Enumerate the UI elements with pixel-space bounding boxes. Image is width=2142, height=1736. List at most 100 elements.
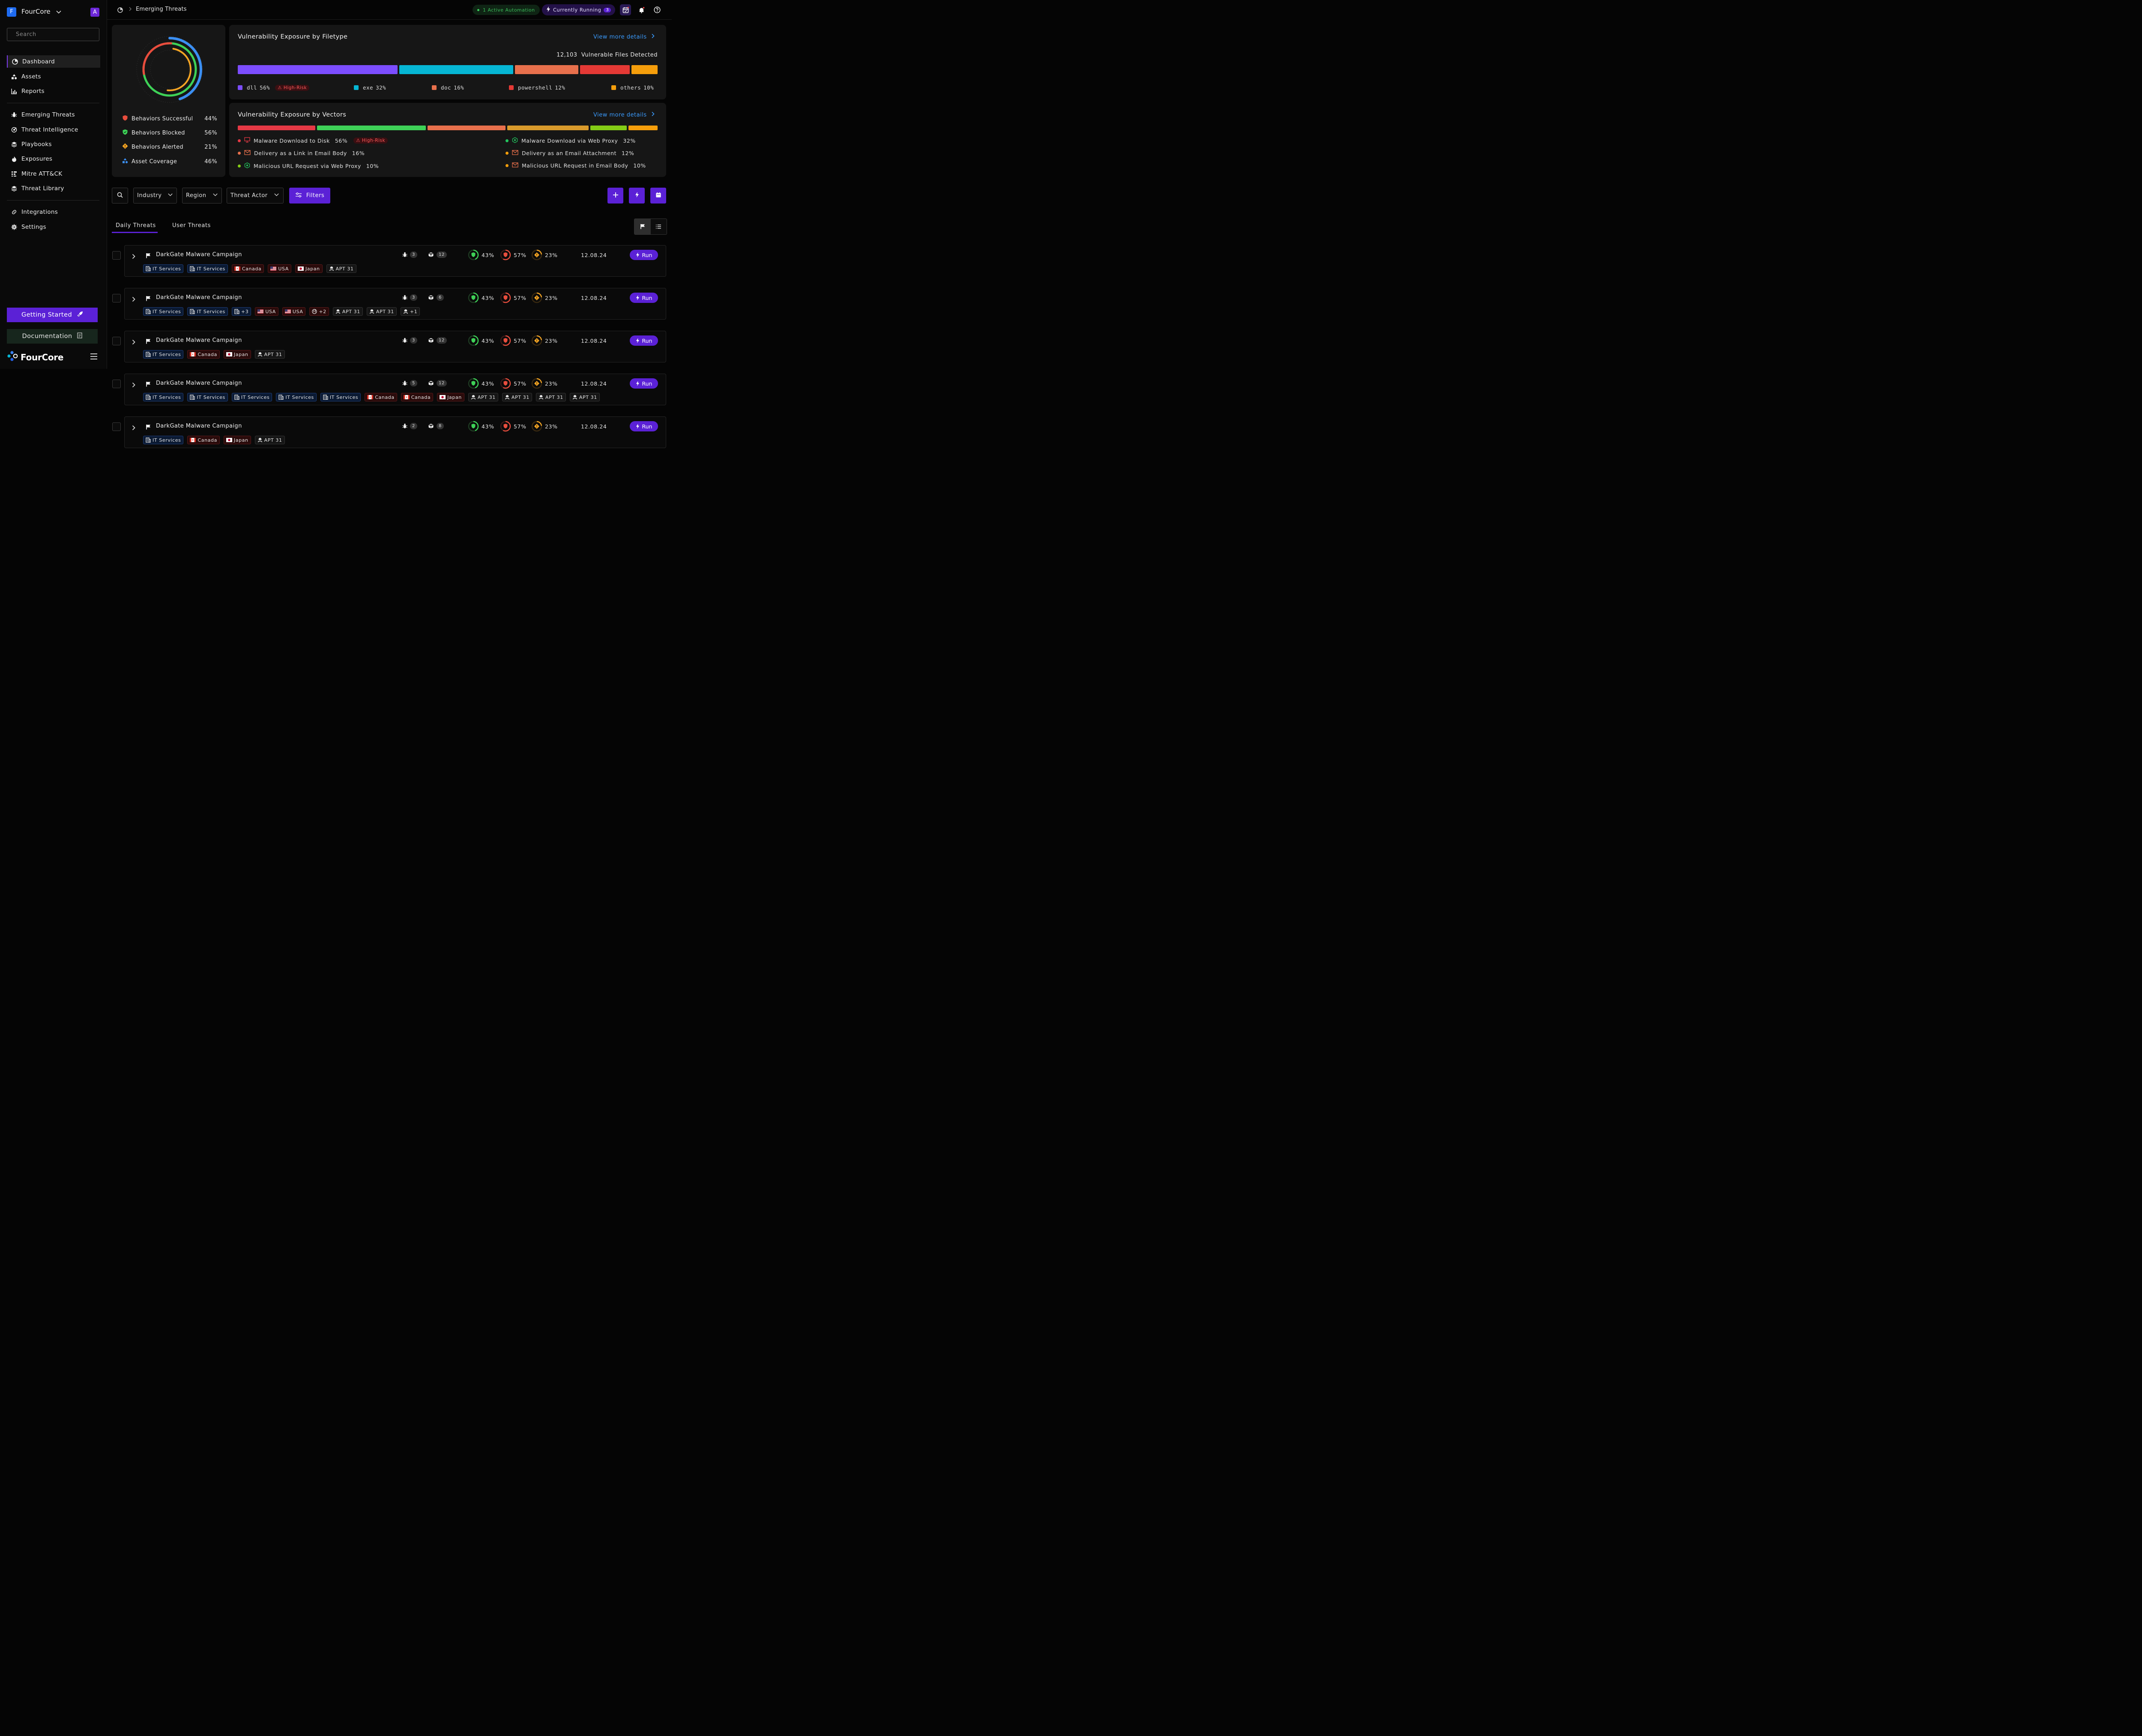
run-button[interactable]: Run	[630, 250, 658, 260]
chevron-down-icon[interactable]	[56, 9, 62, 17]
getting-started-button[interactable]: Getting Started	[7, 308, 98, 322]
industry-dropdown[interactable]: Industry	[133, 188, 177, 204]
vector-name: Malware Download to Disk	[254, 137, 330, 144]
search-field[interactable]	[7, 28, 99, 41]
row-checkbox[interactable]	[112, 251, 121, 260]
expand-chevron-icon[interactable]	[132, 424, 135, 432]
pie-chart-icon[interactable]	[117, 6, 123, 15]
sidebar-item-settings[interactable]: Settings	[7, 221, 99, 233]
tag-label: APT 31	[477, 394, 496, 400]
threat-row[interactable]: DarkGate Malware Campaign 5 12 43% 57% 23% 12.…	[124, 374, 666, 405]
threat-actor-tag[interactable]: APT 31	[536, 393, 566, 401]
region-tag[interactable]: USA	[268, 264, 291, 273]
search-button[interactable]	[112, 188, 128, 204]
expand-chevron-icon[interactable]	[132, 381, 135, 389]
workspace-name[interactable]: FourCore	[21, 8, 51, 15]
threat-row[interactable]: DarkGate Malware Campaign 3 6 43% 57% 23% 12.0…	[124, 288, 666, 320]
calendar-icon[interactable]	[620, 4, 631, 15]
industry-tag[interactable]: IT Services	[187, 307, 228, 316]
region-tag[interactable]: +2	[309, 307, 329, 316]
threat-row[interactable]: DarkGate Malware Campaign 3 12 43% 57% 23% 12.…	[124, 331, 666, 362]
industry-tag[interactable]: IT Services	[187, 393, 228, 401]
sidebar-item-threat-library[interactable]: Threat Library	[7, 182, 99, 195]
help-icon[interactable]	[652, 4, 663, 15]
region-tag[interactable]: Japan	[223, 436, 251, 444]
expand-chevron-icon[interactable]	[132, 296, 135, 304]
industry-tag[interactable]: IT Services	[143, 436, 184, 444]
threat-actor-tag[interactable]: APT 31	[569, 393, 600, 401]
vector-name: Malicious URL Request via Web Proxy	[254, 163, 361, 169]
run-automation-button[interactable]	[629, 188, 645, 204]
add-button[interactable]	[607, 188, 623, 204]
threat-actor-tag[interactable]: APT 31	[254, 436, 285, 444]
tab-daily-threats[interactable]: Daily Threats	[116, 222, 156, 229]
region-tag[interactable]: Japan	[437, 393, 464, 401]
row-checkbox[interactable]	[112, 422, 121, 431]
layers-icon	[7, 141, 21, 147]
threat-row[interactable]: DarkGate Malware Campaign 3 12 43% 57% 23% 12.…	[124, 245, 666, 277]
industry-tag[interactable]: IT Services	[231, 393, 272, 401]
industry-tag[interactable]: IT Services	[143, 350, 184, 359]
sidebar-item-emerging-threats[interactable]: Emerging Threats	[7, 108, 99, 121]
region-tag[interactable]: USA	[282, 307, 306, 316]
threat-actor-tag[interactable]: APT 31	[254, 350, 285, 359]
view-more-details-link[interactable]: View more details	[593, 33, 655, 40]
bell-icon[interactable]	[636, 4, 647, 15]
sidebar-item-integrations[interactable]: Integrations	[7, 206, 99, 218]
expand-chevron-icon[interactable]	[132, 253, 135, 261]
region-tag[interactable]: Canada	[231, 264, 264, 273]
threat-actor-tag[interactable]: APT 31	[332, 307, 363, 316]
threat-actor-tag[interactable]: APT 31	[468, 393, 498, 401]
run-button[interactable]: Run	[630, 293, 658, 303]
industry-tag[interactable]: IT Services	[187, 264, 228, 273]
expand-chevron-icon[interactable]	[132, 338, 135, 347]
tab-user-threats[interactable]: User Threats	[172, 222, 211, 229]
workspace-initial[interactable]: F	[7, 7, 16, 17]
region-tag[interactable]: Canada	[401, 393, 434, 401]
row-checkbox[interactable]	[112, 294, 121, 302]
menu-icon[interactable]	[90, 353, 98, 362]
filters-button[interactable]: Filters	[289, 188, 330, 204]
region-tag[interactable]: Canada	[187, 436, 220, 444]
sidebar-item-dashboard[interactable]: Dashboard	[7, 55, 100, 68]
user-avatar[interactable]: A	[90, 8, 99, 17]
threat-actor-tag[interactable]: +1	[400, 307, 420, 316]
sidebar-item-mitre-attack[interactable]: Mitre ATT&CK	[7, 168, 99, 180]
industry-tag[interactable]: +3	[231, 307, 251, 316]
sidebar-item-exposures[interactable]: Exposures	[7, 153, 99, 165]
industry-tag[interactable]: IT Services	[143, 393, 184, 401]
search-input[interactable]	[7, 28, 93, 41]
region-tag[interactable]: Japan	[223, 350, 251, 359]
industry-tag[interactable]: IT Services	[276, 393, 317, 401]
sidebar-item-playbooks[interactable]: Playbooks	[7, 138, 99, 150]
threat-row[interactable]: DarkGate Malware Campaign 2 8 43% 57% 23% 12.0…	[124, 416, 666, 448]
run-button[interactable]: Run	[630, 378, 658, 389]
threat-actor-dropdown[interactable]: Threat Actor	[227, 188, 284, 204]
documentation-button[interactable]: Documentation	[7, 329, 98, 344]
industry-tag[interactable]: IT Services	[143, 264, 184, 273]
list-view-button[interactable]	[651, 219, 667, 234]
region-tag[interactable]: USA	[255, 307, 278, 316]
sidebar-item-assets[interactable]: Assets	[7, 70, 99, 83]
run-button[interactable]: Run	[630, 421, 658, 431]
sidebar-item-reports[interactable]: Reports	[7, 85, 99, 97]
industry-tag[interactable]: IT Services	[320, 393, 361, 401]
row-checkbox[interactable]	[112, 337, 121, 345]
threat-actor-tag[interactable]: APT 31	[326, 264, 356, 273]
region-tag[interactable]: Japan	[295, 264, 323, 273]
schedule-button[interactable]	[650, 188, 666, 204]
region-tag[interactable]: Canada	[187, 350, 220, 359]
region-dropdown[interactable]: Region	[182, 188, 222, 204]
run-button[interactable]: Run	[630, 335, 658, 346]
currently-running-pill[interactable]: Currently Running 3	[542, 4, 616, 15]
sidebar-item-threat-intelligence[interactable]: Threat Intelligence	[7, 123, 99, 136]
region-tag[interactable]: Canada	[365, 393, 397, 401]
row-checkbox[interactable]	[112, 380, 121, 388]
threat-actor-tag[interactable]: APT 31	[502, 393, 532, 401]
sidebar-item-label: Reports	[21, 87, 45, 95]
industry-tag[interactable]: IT Services	[143, 307, 184, 316]
view-more-details-link[interactable]: View more details	[593, 111, 655, 118]
threat-actor-tag[interactable]: APT 31	[366, 307, 397, 316]
flag-view-button[interactable]	[634, 219, 651, 234]
active-automation-pill[interactable]: 1 Active Automation	[473, 5, 540, 15]
